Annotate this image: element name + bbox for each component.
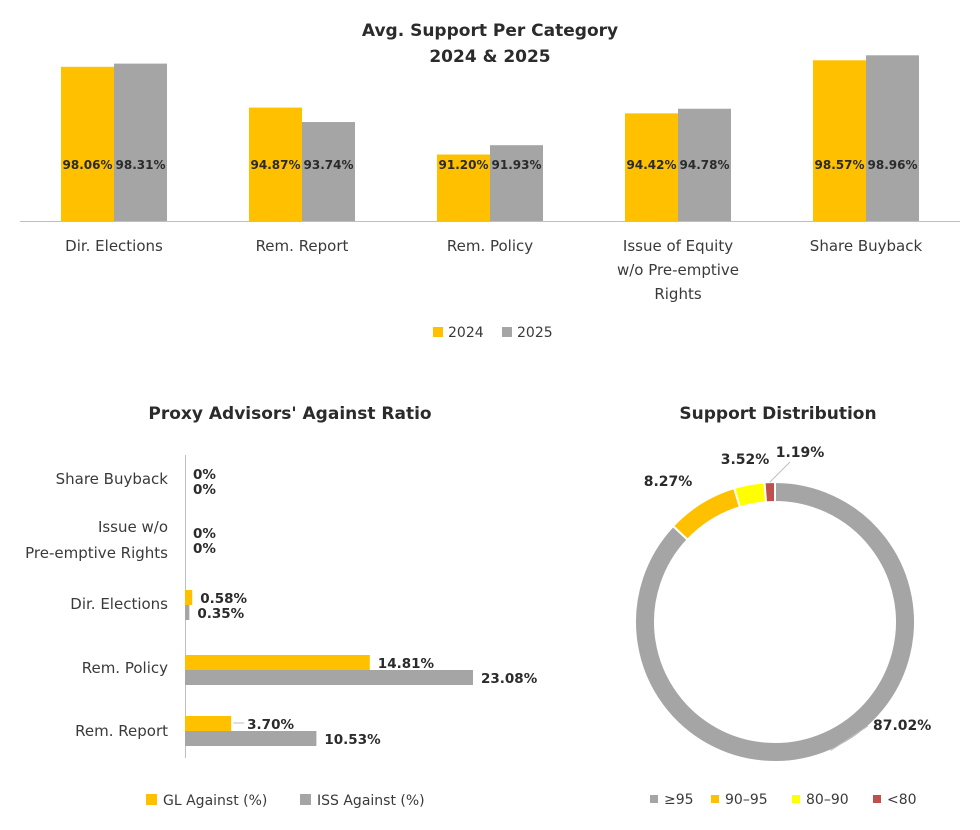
bar-2025-1 [302,122,355,221]
legend-swatch-2024 [433,327,443,337]
hbar-label-1-4: 10.53% [324,732,381,748]
donut-label-2: 3.52% [721,452,770,468]
bar-2024-2 [437,154,490,221]
legend-label-2: 80–90 [806,792,849,808]
bar-2025-3 [678,108,731,221]
bar-2024-4 [813,60,866,222]
legend-label-1: 90–95 [725,792,768,808]
top-chart-subtitle: 2024 & 2025 [429,47,550,67]
legend-swatch-2 [792,795,800,803]
y-tick-label: Issue w/o [98,518,168,536]
bar-2024-0 [61,66,114,221]
bar-2024-1 [249,107,302,221]
bar-label-2025-4: 98.96% [868,158,918,172]
top-bar-chart: 98.06% 98.31% Dir. Elections 94.87% 93.74% Re… [20,55,960,303]
hbar-label-1-3: 23.08% [481,671,538,687]
donut-slice-1 [671,486,742,542]
proxy-legend: GL Against (%) ISS Against (%) [146,793,425,809]
top-legend: 2024 2025 [433,325,553,341]
hbar-0-3 [185,655,370,670]
x-tick-label: Issue of Equity [623,237,733,255]
proxy-chart-title: Proxy Advisors' Against Ratio [148,404,431,424]
hbar-1-4 [185,731,317,746]
top-chart-title: Avg. Support Per Category [362,21,618,41]
bar-label-2025-1: 93.74% [304,158,354,172]
hbar-label-0-4: 3.70% [247,717,294,733]
bar-2025-4 [866,55,919,221]
hbar-0-2 [185,590,193,605]
x-tick-label: Share Buyback [810,237,923,255]
legend-label-0: GL Against (%) [163,793,267,809]
legend-swatch-1 [300,794,311,805]
donut-slice-3 [763,480,776,504]
hbar-1-2 [185,605,190,620]
hbar-label-1-0: 0% [193,482,216,498]
legend-swatch-3 [873,795,881,803]
y-tick-label: Rem. Policy [82,659,168,677]
legend-label-0: ≥95 [664,792,694,808]
donut-leader-line-0 [830,725,869,751]
legend-swatch-1 [711,795,719,803]
legend-label-1: ISS Against (%) [317,793,425,809]
x-tick-label: Rights [654,285,701,303]
legend-swatch-0 [650,795,658,803]
hbar-label-0-2: 0.58% [200,591,247,607]
donut-leader-line-3 [769,461,791,483]
donut-slice-0 [634,480,916,763]
donut-legend: ≥95 90–95 80–90 <80 [650,792,917,808]
bar-2025-2 [490,145,543,221]
bar-label-2025-0: 98.31% [116,158,166,172]
bar-2024-3 [625,113,678,221]
legend-swatch-2025 [502,327,512,337]
donut-label-0: 87.02% [873,718,931,734]
y-tick-label: Dir. Elections [70,595,168,613]
bar-2025-0 [114,63,167,222]
donut-chart-title: Support Distribution [679,404,876,424]
hbar-label-1-1: 0% [193,541,216,557]
x-tick-label: Rem. Report [256,237,349,255]
bar-label-2025-3: 94.78% [680,158,730,172]
bar-label-2024-0: 98.06% [63,158,113,172]
donut-label-3: 1.19% [776,445,825,461]
hbar-label-0-3: 14.81% [378,656,435,672]
hbar-label-0-1: 0% [193,526,216,542]
y-tick-label: Pre-emptive Rights [25,544,168,562]
legend-label-3: <80 [887,792,917,808]
hbar-1-3 [185,670,473,685]
hbar-label-1-2: 0.35% [197,606,244,622]
x-tick-label: w/o Pre-emptive [617,261,739,279]
donut-label-1: 8.27% [644,474,693,490]
legend-label-2025: 2025 [517,325,553,341]
bar-label-2024-2: 91.20% [439,158,489,172]
hbar-0-4 [185,716,232,731]
donut-slice-2 [732,481,768,509]
bar-label-2024-3: 94.42% [627,158,677,172]
x-tick-label: Rem. Policy [447,237,533,255]
x-tick-label: Dir. Elections [65,237,163,255]
donut-chart: 87.02% 8.27% 3.52% 1.19% [634,445,931,763]
bar-label-2025-2: 91.93% [492,158,542,172]
hbar-label-0-0: 0% [193,467,216,483]
y-tick-label: Rem. Report [75,722,168,740]
legend-swatch-0 [146,794,157,805]
bar-label-2024-4: 98.57% [815,158,865,172]
legend-label-2024: 2024 [448,325,484,341]
y-tick-label: Share Buyback [56,470,169,488]
bar-label-2024-1: 94.87% [251,158,301,172]
